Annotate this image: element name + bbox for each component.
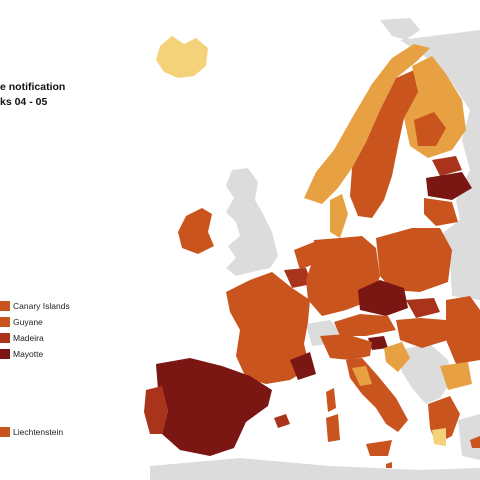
region-france-southeast xyxy=(290,352,316,380)
region-poland xyxy=(376,228,452,292)
region-ireland xyxy=(178,208,214,254)
region-balearic xyxy=(274,414,290,428)
region-italy-north xyxy=(320,334,372,360)
region-russia-belarus xyxy=(400,30,480,300)
legend-label: Guyane xyxy=(13,317,43,327)
region-sicily xyxy=(366,440,392,456)
region-cyprus xyxy=(470,436,480,448)
region-slovakia xyxy=(406,298,440,318)
legend-label: Canary Islands xyxy=(13,301,70,311)
region-balkans-nonEU xyxy=(398,344,452,404)
legend-item: Mayotte xyxy=(0,348,43,360)
region-bulgaria xyxy=(440,362,472,390)
legend-label: Liechtenstein xyxy=(13,427,64,437)
region-hungary xyxy=(396,318,448,348)
region-corsica xyxy=(326,388,336,412)
region-portugal xyxy=(144,386,168,434)
region-croatia xyxy=(384,342,410,372)
region-sweden xyxy=(350,70,420,218)
region-norway xyxy=(304,44,430,204)
region-latvia xyxy=(426,172,472,200)
region-italy-center xyxy=(352,366,372,386)
region-malta xyxy=(386,462,392,468)
region-austria xyxy=(334,314,396,336)
region-czechia xyxy=(358,280,408,316)
legend-swatch xyxy=(0,301,10,311)
legend-item: Canary Islands xyxy=(0,300,70,312)
region-slovenia xyxy=(368,336,388,350)
region-denmark xyxy=(330,194,348,238)
legend-item: Liechtenstein xyxy=(0,426,63,438)
region-belgium xyxy=(284,268,312,288)
region-turkey-edge xyxy=(458,414,480,460)
map-title-line-1: e notification xyxy=(0,81,66,93)
region-france xyxy=(226,272,310,384)
region-estonia xyxy=(432,156,462,176)
region-norway-coast xyxy=(380,18,420,40)
legend-swatch xyxy=(0,317,10,327)
region-finland-south xyxy=(414,112,446,146)
legend-label: Madeira xyxy=(13,333,44,343)
region-romania xyxy=(446,296,480,364)
region-uk xyxy=(226,168,278,276)
legend-swatch xyxy=(0,349,10,359)
region-lithuania xyxy=(424,198,458,226)
legend-item: Madeira xyxy=(0,332,44,344)
region-greece-south xyxy=(432,428,446,446)
map-title-line-2: ks 04 - 05 xyxy=(0,96,48,108)
legend-swatch xyxy=(0,427,10,437)
legend-label: Mayotte xyxy=(13,349,44,359)
region-spain xyxy=(156,358,272,456)
region-africa-edge xyxy=(150,458,480,480)
region-sardinia xyxy=(326,414,340,442)
legend-swatch xyxy=(0,333,10,343)
region-iceland xyxy=(156,36,208,78)
legend-item: Guyane xyxy=(0,316,43,328)
